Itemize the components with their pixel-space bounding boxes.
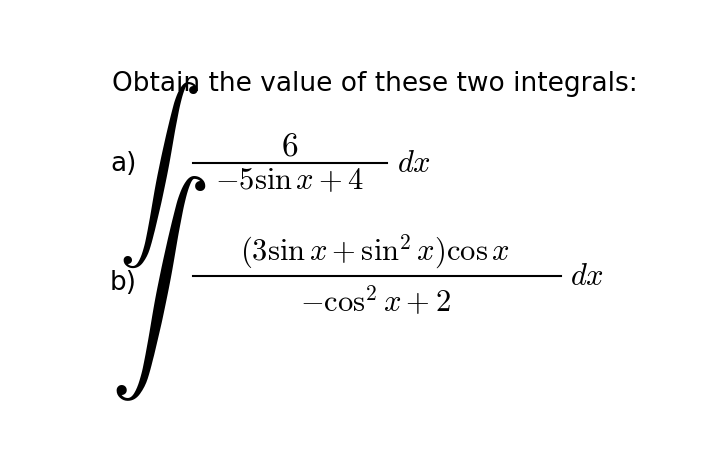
Text: $\mathit{d}x$: $\mathit{d}x$: [397, 148, 431, 179]
Text: $6$: $6$: [281, 130, 298, 162]
Text: $(3\sin x + \sin^2 x)\cos x$: $(3\sin x + \sin^2 x)\cos x$: [240, 232, 510, 271]
Text: Obtain the value of these two integrals:: Obtain the value of these two integrals:: [112, 71, 638, 97]
Text: $-5\sin x + 4$: $-5\sin x + 4$: [215, 165, 365, 196]
Text: $\int$: $\int$: [118, 80, 199, 269]
Text: $\mathit{d}x$: $\mathit{d}x$: [571, 261, 604, 292]
Text: a): a): [110, 150, 136, 176]
Text: $\int$: $\int$: [110, 174, 206, 402]
Text: $-\cos^2 x + 2$: $-\cos^2 x + 2$: [300, 285, 450, 318]
Text: b): b): [110, 269, 137, 295]
